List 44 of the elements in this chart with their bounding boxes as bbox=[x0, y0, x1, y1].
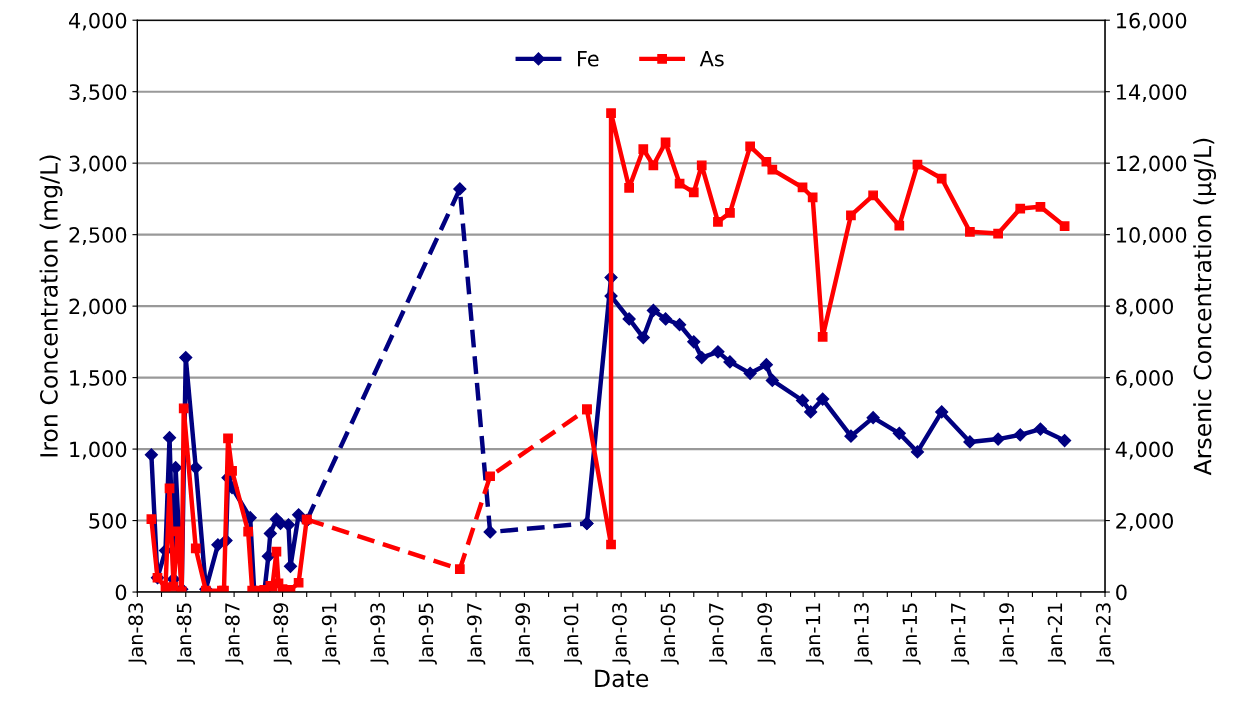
y2-tick-label: 10,000 bbox=[1117, 227, 1187, 245]
x-tick-label: Jan-17 bbox=[951, 603, 970, 665]
x-tick-label: Jan-03 bbox=[612, 603, 631, 665]
y2-tick-label: 12,000 bbox=[1117, 155, 1187, 174]
y-tick-label: 3,000 bbox=[69, 155, 127, 174]
y-tick-label: 0 bbox=[115, 584, 127, 601]
x-tick-label: Jan-05 bbox=[660, 603, 679, 665]
y-tick-label: 2,500 bbox=[69, 227, 127, 245]
x-tick-label: Jan-87 bbox=[225, 603, 244, 665]
x-tick-label: Jan-91 bbox=[321, 603, 341, 665]
x-tick-label: Jan-07 bbox=[708, 603, 728, 665]
x-tick-label: Jan-83 bbox=[128, 603, 147, 665]
y-tick-label: 2,000 bbox=[69, 298, 127, 317]
y2-axis-title: Arsenic Concentration (µg/L) bbox=[1193, 138, 1217, 476]
legend-label: As bbox=[699, 51, 724, 67]
y2-tick-label: 4,000 bbox=[1115, 441, 1173, 460]
y2-tick-label: 14,000 bbox=[1117, 84, 1187, 103]
y-tick-label: 500 bbox=[89, 513, 127, 529]
y2-tick-label: 0 bbox=[1116, 584, 1127, 601]
x-tick-label: Jan-93 bbox=[370, 603, 389, 665]
y2-tick-label: 2,000 bbox=[1116, 513, 1173, 531]
x-tick-label: Jan-09 bbox=[757, 603, 776, 665]
x-tick-label: Jan-99 bbox=[515, 603, 534, 665]
y-tick-label: 3,500 bbox=[69, 84, 127, 103]
x-tick-label: Jan-13 bbox=[854, 603, 873, 665]
x-tick-label: Jan-23 bbox=[1095, 603, 1115, 665]
y-axis-title: Iron Concentration (mg/L) bbox=[39, 155, 63, 457]
y2-tick-label: 6,000 bbox=[1116, 370, 1173, 388]
x-tick-label: Jan-21 bbox=[1047, 603, 1066, 665]
x-tick-label: Jan-85 bbox=[176, 603, 196, 665]
y2-tick-label: 8,000 bbox=[1116, 298, 1173, 317]
x-tick-label: Jan-11 bbox=[805, 603, 824, 665]
x-axis-title: Date bbox=[595, 669, 649, 688]
x-tick-label: Jan-01 bbox=[563, 603, 583, 665]
x-tick-label: Jan-19 bbox=[999, 603, 1018, 665]
x-tick-label: Jan-95 bbox=[418, 603, 437, 665]
legend-label: Fe bbox=[578, 51, 599, 67]
x-tick-label: Jan-15 bbox=[902, 603, 921, 665]
y2-tick-label: 16,000 bbox=[1117, 12, 1187, 31]
y-tick-label: 1,000 bbox=[70, 441, 127, 460]
y-tick-label: 4,000 bbox=[68, 12, 127, 31]
x-tick-label: Jan-97 bbox=[467, 603, 486, 665]
y-tick-label: 1,500 bbox=[70, 370, 127, 388]
x-tick-label: Jan-89 bbox=[273, 603, 292, 665]
